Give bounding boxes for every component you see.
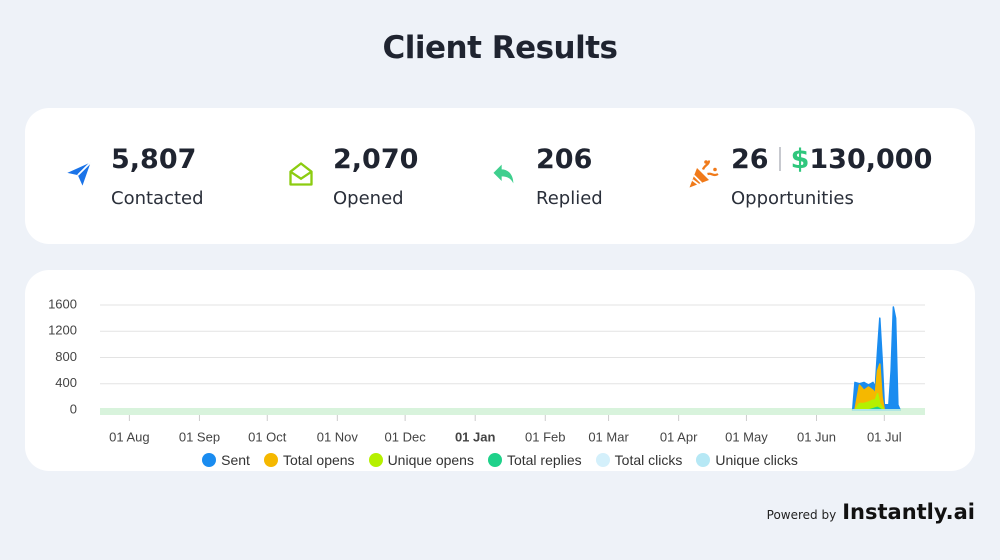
x-tick-label: 01 Aug — [109, 429, 150, 444]
x-tick-label: 01 Oct — [248, 429, 287, 444]
currency-sign: $ — [790, 144, 810, 175]
x-tick-label: 01 Jan — [455, 429, 496, 444]
legend-swatch — [263, 453, 278, 467]
legend-item[interactable]: Total replies — [487, 452, 582, 468]
stats-card: 5,807 Contacted 2,070 Opened 206 Replied… — [25, 108, 975, 244]
legend-swatch — [202, 453, 217, 467]
chart-card — [25, 270, 975, 471]
series-area — [851, 306, 901, 411]
legend-item[interactable]: Unique clicks — [696, 452, 798, 468]
y-tick-label: 400 — [55, 375, 77, 390]
party-icon — [689, 160, 719, 188]
legend-swatch — [487, 453, 502, 467]
x-tick-label: 01 Apr — [660, 429, 698, 444]
stat-label: Opportunities — [731, 188, 854, 209]
legend-swatch — [368, 453, 383, 467]
legend-label: Total replies — [506, 452, 582, 468]
legend-label: Total clicks — [614, 452, 683, 468]
open-mail-icon — [289, 162, 313, 186]
opportunity-count: 26 — [731, 144, 769, 175]
x-tick-label: 01 Sep — [179, 429, 220, 444]
legend: Sent Total opens Unique opens Total replies… — [0, 452, 1000, 468]
powered-by: Powered by — [766, 508, 837, 522]
stat-value: 5,807 — [111, 144, 197, 175]
stat-value: 206 — [536, 144, 593, 175]
x-tick-label: 01 May — [725, 429, 768, 444]
x-tick-label: 01 Nov — [317, 429, 359, 444]
footer: Powered by Instantly.ai — [767, 500, 975, 524]
x-tick-label: 01 Mar — [588, 429, 629, 444]
legend-swatch — [696, 453, 711, 467]
stat-value: 2,070 — [333, 144, 419, 175]
y-tick-label: 800 — [55, 349, 77, 364]
opportunity-amount: $130,000 — [790, 144, 933, 175]
legend-label: Unique clicks — [715, 452, 798, 468]
baseline-band — [100, 408, 925, 415]
y-tick-label: 1600 — [48, 296, 77, 311]
brand: Instantly.ai — [842, 500, 975, 524]
stat-label: Replied — [536, 188, 603, 209]
stat-label: Opened — [333, 188, 404, 209]
x-tick-label: 01 Feb — [525, 429, 565, 444]
stat-label: Contacted — [111, 188, 204, 209]
legend-item[interactable]: Unique opens — [368, 452, 474, 468]
x-tick-label: 01 Jul — [867, 429, 902, 444]
reply-icon — [493, 164, 514, 184]
legend-label: Unique opens — [387, 452, 474, 468]
page-title: Client Results — [382, 30, 618, 66]
stat-value: 26 $130,000 — [731, 144, 932, 175]
legend-label: Total opens — [282, 452, 355, 468]
legend-label: Sent — [221, 452, 250, 468]
send-icon — [67, 161, 92, 186]
legend-item[interactable]: Total opens — [263, 452, 355, 468]
x-tick-label: 01 Jun — [797, 429, 836, 444]
y-tick-label: 0 — [70, 401, 77, 416]
y-tick-label: 1200 — [48, 323, 77, 338]
legend-swatch — [595, 453, 610, 467]
x-tick-label: 01 Dec — [385, 429, 427, 444]
legend-item[interactable]: Total clicks — [595, 452, 683, 468]
legend-item[interactable]: Sent — [202, 452, 250, 468]
separator — [778, 147, 781, 171]
